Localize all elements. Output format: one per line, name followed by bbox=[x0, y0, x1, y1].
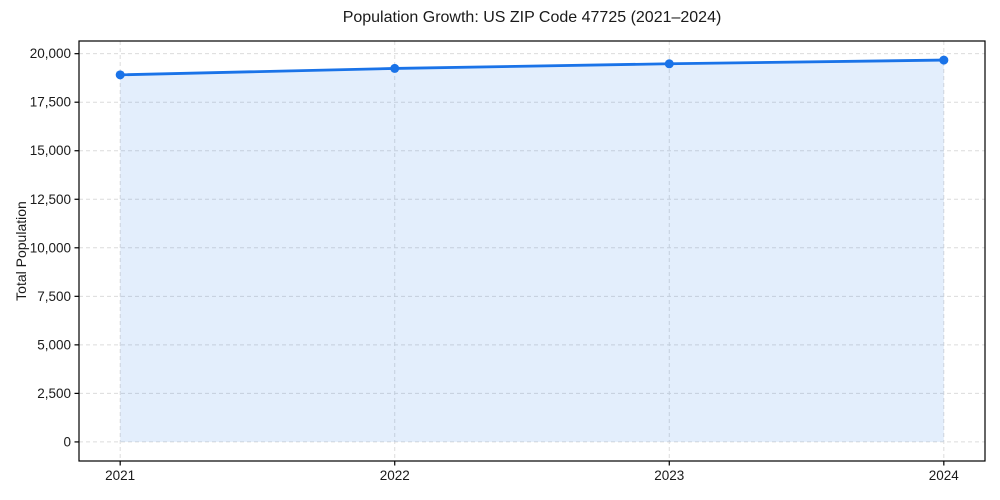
x-tick-label: 2024 bbox=[929, 468, 960, 483]
y-tick-label: 10,000 bbox=[30, 240, 71, 255]
y-tick-label: 20,000 bbox=[30, 46, 71, 61]
y-tick-label: 0 bbox=[63, 434, 71, 449]
x-tick-label: 2021 bbox=[105, 468, 135, 483]
data-point-2024 bbox=[939, 55, 949, 65]
data-point-2022 bbox=[390, 63, 400, 73]
y-tick-label: 15,000 bbox=[30, 143, 71, 158]
chart-title: Population Growth: US ZIP Code 47725 (20… bbox=[342, 9, 722, 26]
y-tick-label: 17,500 bbox=[30, 95, 71, 110]
y-tick-label: 7,500 bbox=[37, 289, 71, 304]
trend-line bbox=[118, 58, 946, 77]
plot-area bbox=[79, 41, 985, 461]
area-fill bbox=[120, 60, 944, 442]
y-axis-label: Total Population bbox=[13, 201, 29, 301]
data-point-2023 bbox=[664, 59, 674, 69]
x-tick-label: 2022 bbox=[380, 468, 410, 483]
y-tick-label: 2,500 bbox=[37, 386, 71, 401]
x-tick-label: 2023 bbox=[654, 468, 684, 483]
data-point-2021 bbox=[115, 70, 125, 80]
y-tick-label: 5,000 bbox=[37, 337, 71, 352]
y-tick-label: 12,500 bbox=[30, 192, 71, 207]
axes-spines bbox=[78, 40, 986, 462]
